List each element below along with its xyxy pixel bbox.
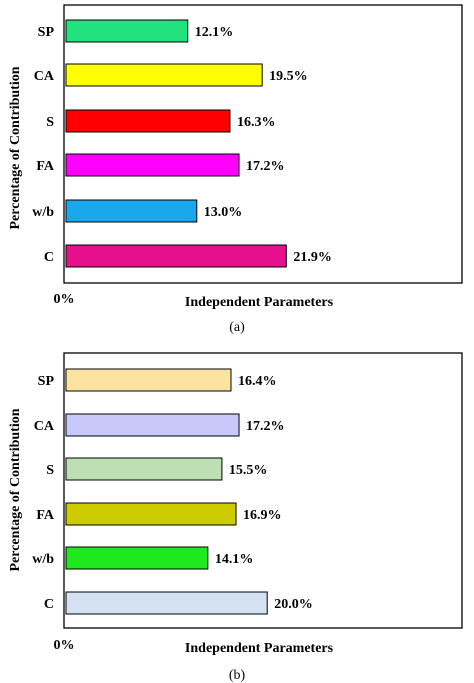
- y-tick-label: FA: [36, 159, 55, 174]
- data-label: 17.2%: [246, 419, 284, 434]
- x-axis-title: Independent Parameters: [185, 641, 334, 656]
- data-label: 16.4%: [238, 374, 277, 389]
- bar-fa: [65, 153, 240, 177]
- y-tick-label: w/b: [32, 552, 54, 567]
- chart-panel-b: Percentage of Contribution 0% Independen…: [8, 352, 463, 683]
- y-tick-label: C: [44, 597, 54, 612]
- data-label: 12.1%: [195, 25, 234, 40]
- y-tick-label: C: [44, 250, 54, 265]
- x-tick-label: 0%: [54, 292, 75, 307]
- data-label: 19.5%: [269, 69, 308, 84]
- bar-fa: [65, 502, 237, 526]
- bar-wb: [65, 199, 198, 223]
- y-tick-label: CA: [34, 69, 55, 84]
- plot-frame: [63, 4, 463, 284]
- y-tick-label: S: [46, 463, 54, 478]
- bar-ca: [65, 413, 240, 437]
- x-tick-label: 0%: [54, 638, 75, 653]
- bar-c: [65, 591, 268, 615]
- y-axis-title: Percentage of Contribution: [8, 408, 23, 571]
- y-tick-label: w/b: [32, 205, 54, 220]
- y-axis-title: Percentage of Contribution: [8, 66, 23, 229]
- y-tick-label: FA: [36, 508, 55, 523]
- chart-panel-a: Percentage of Contribution 0% Independen…: [8, 4, 463, 335]
- bar-sp: [65, 19, 189, 43]
- bar-s: [65, 109, 231, 133]
- data-label: 15.5%: [229, 463, 268, 478]
- bar-c: [65, 244, 287, 268]
- data-label: 16.3%: [237, 115, 276, 130]
- plot-frame: [63, 352, 463, 629]
- y-tick-label: SP: [38, 374, 55, 389]
- panel-caption: (b): [229, 668, 246, 683]
- bar-s: [65, 457, 223, 481]
- bar-sp: [65, 368, 232, 392]
- data-label: 14.1%: [215, 552, 254, 567]
- y-tick-label: CA: [34, 419, 55, 434]
- x-axis-title: Independent Parameters: [185, 295, 334, 310]
- data-label: 17.2%: [246, 159, 284, 174]
- y-tick-label: S: [46, 115, 54, 130]
- data-label: 21.9%: [293, 250, 332, 265]
- y-tick-label: SP: [38, 25, 55, 40]
- panel-caption: (a): [229, 320, 245, 335]
- data-label: 13.0%: [204, 205, 243, 220]
- bar-ca: [65, 63, 263, 87]
- bar-wb: [65, 546, 209, 570]
- data-label: 20.0%: [274, 597, 313, 612]
- data-label: 16.9%: [243, 508, 281, 523]
